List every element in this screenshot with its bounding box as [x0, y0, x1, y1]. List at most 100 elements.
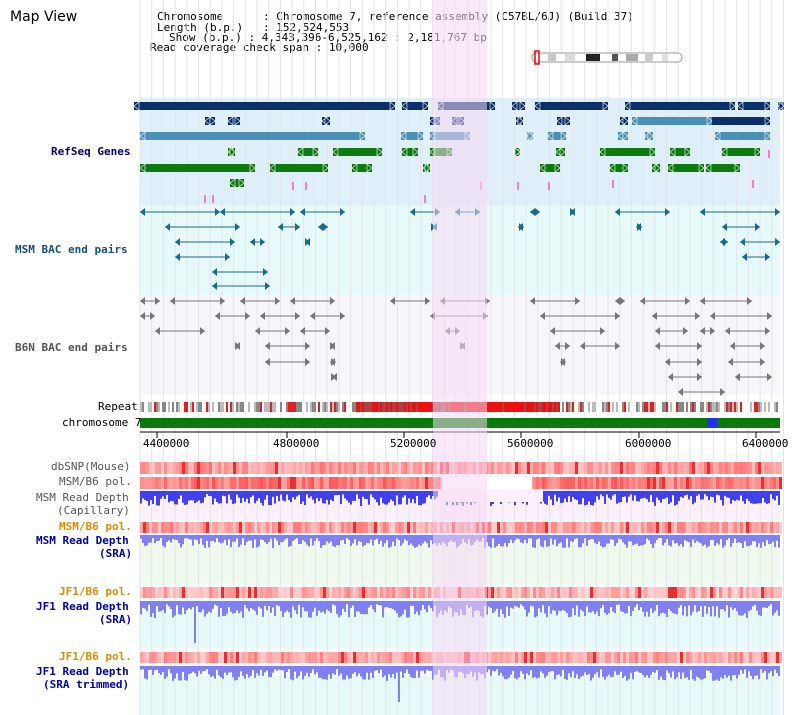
depth-bar	[608, 535, 610, 544]
depth-bar	[718, 535, 720, 545]
depth-bar	[556, 491, 558, 502]
polymorphism-cell	[212, 477, 215, 489]
depth-bar	[592, 601, 594, 612]
bac-end	[668, 373, 673, 381]
depth-bar	[214, 601, 216, 605]
gene-feature	[722, 148, 760, 156]
polymorphism-cell	[383, 587, 386, 598]
polymorphism-cell	[764, 587, 767, 598]
depth-bar	[330, 491, 332, 500]
polymorphism-cell	[146, 587, 149, 598]
polymorphism-cell	[611, 587, 614, 598]
b6n-bac-pairs[interactable]	[140, 297, 772, 396]
depth-bar	[158, 491, 160, 506]
repeat-segment	[544, 402, 546, 412]
repeat-segment	[196, 402, 198, 412]
depth-bar	[244, 535, 246, 546]
ideogram-band	[565, 54, 575, 61]
polymorphism-cell	[734, 587, 737, 598]
polymorphism-cell	[422, 587, 425, 598]
repeat-segment	[350, 402, 352, 412]
depth-bar	[658, 601, 660, 617]
repeat-segment	[516, 402, 518, 412]
depth-bar	[304, 601, 306, 612]
depth-bar	[218, 601, 220, 617]
repeat-segment	[218, 402, 220, 412]
depth-bar	[678, 491, 680, 501]
jf1-b6-pol-label-1: JF1/B6 pol.	[59, 585, 132, 598]
depth-bar	[414, 535, 416, 548]
polymorphism-cell	[545, 477, 548, 489]
polymorphism-cell	[299, 462, 302, 474]
depth-bar	[538, 666, 540, 678]
refseq-genes-label[interactable]: RefSeq Genes	[51, 145, 131, 158]
polymorphism-cell	[293, 522, 296, 533]
depth-bar	[686, 491, 688, 495]
polymorphism-cell	[758, 462, 761, 474]
selected-region-highlight[interactable]	[433, 0, 487, 715]
polymorphism-cell	[266, 522, 269, 533]
repeat-segment	[572, 402, 574, 412]
polymorphism-cell	[278, 477, 281, 489]
chromosome-ideogram[interactable]	[531, 50, 683, 65]
depth-bar	[206, 601, 208, 614]
depth-bar	[330, 535, 332, 542]
gene-arrow	[602, 101, 609, 111]
b6n-bac-label[interactable]: B6N BAC end pairs	[15, 341, 128, 354]
depth-bar	[256, 535, 258, 548]
bac-end	[215, 208, 220, 216]
polymorphism-cell	[428, 652, 431, 663]
polymorphism-cell	[245, 522, 248, 533]
depth-bar	[338, 666, 340, 676]
depth-bar	[646, 535, 648, 539]
depth-bar	[366, 535, 368, 543]
depth-bar	[310, 601, 312, 618]
polymorphism-cell	[374, 652, 377, 663]
depth-bar	[682, 491, 684, 498]
depth-bar	[272, 491, 274, 497]
polymorphism-cell	[692, 477, 695, 489]
depth-bar	[270, 666, 272, 678]
polymorphism-cell	[320, 652, 323, 663]
polymorphism-cell	[200, 652, 203, 663]
polymorphism-cell	[659, 522, 662, 533]
depth-bar	[426, 491, 428, 498]
polymorphism-cell	[509, 522, 512, 533]
refseq-gene-features[interactable]	[133, 101, 785, 203]
depth-bar	[428, 666, 430, 671]
repeat-segment	[536, 402, 538, 412]
polymorphism-cell	[386, 462, 389, 474]
depth-bar	[152, 601, 154, 614]
polymorphism-cell	[752, 477, 755, 489]
depth-bar	[532, 535, 534, 548]
depth-bar	[632, 601, 634, 611]
depth-bar	[592, 491, 594, 506]
repeat-segment	[546, 402, 548, 412]
depth-bar	[376, 535, 378, 539]
depth-bar	[770, 601, 772, 605]
depth-bar	[162, 491, 164, 497]
polymorphism-cell	[428, 477, 431, 489]
polymorphism-cell	[179, 522, 182, 533]
depth-bar	[328, 601, 330, 611]
depth-bar	[292, 601, 294, 607]
repeat-segment	[540, 402, 542, 412]
polymorphism-cell	[218, 477, 221, 489]
polymorphism-cell	[578, 477, 581, 489]
depth-bar	[714, 535, 716, 546]
polymorphism-cell	[557, 652, 560, 663]
msm-bac-label[interactable]: MSM BAC end pairs	[15, 243, 128, 256]
polymorphism-cell	[659, 587, 662, 598]
polymorphism-cell	[632, 587, 635, 598]
polymorphism-cell	[719, 652, 722, 663]
polymorphism-cell	[356, 652, 359, 663]
depth-bar	[648, 491, 650, 503]
depth-bar	[242, 535, 244, 539]
bac-end	[725, 327, 730, 335]
depth-bar	[242, 666, 244, 676]
depth-bar	[408, 491, 410, 499]
polymorphism-cell	[641, 587, 644, 598]
depth-bar	[346, 535, 348, 539]
repeat-segment	[576, 402, 578, 412]
